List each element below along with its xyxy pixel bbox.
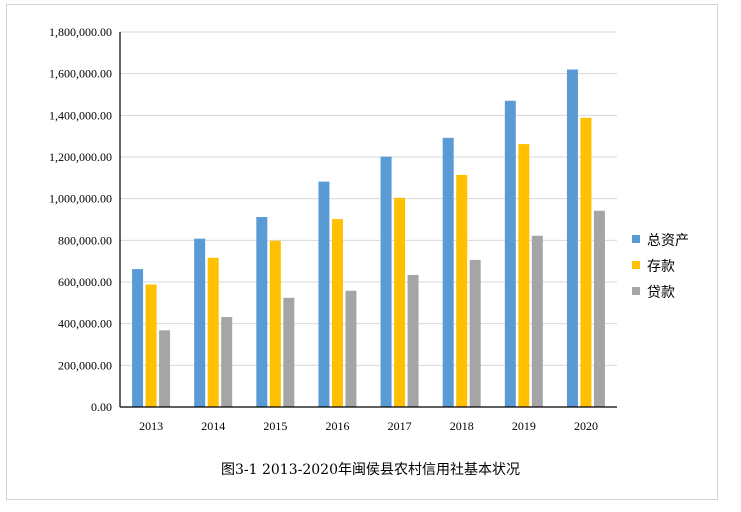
legend-label: 总资产 <box>647 233 689 249</box>
bar-2014-存款 <box>207 257 219 407</box>
bar-2015-存款 <box>269 240 281 407</box>
figure-caption: 图3-1 2013-2020年闽侯县农村信用社基本状况 <box>221 462 520 478</box>
bar-2019-贷款 <box>531 235 543 407</box>
y-tick-label: 600,000.00 <box>58 275 112 289</box>
y-tick-label: 1,200,000.00 <box>49 150 112 164</box>
legend-swatch <box>632 287 640 295</box>
x-tick-label: 2013 <box>139 419 163 433</box>
bar-2018-总资产 <box>442 137 454 408</box>
bar-2020-贷款 <box>593 210 605 407</box>
x-tick-label: 2016 <box>325 419 349 433</box>
bar-2020-总资产 <box>566 69 578 407</box>
bar-2016-贷款 <box>345 290 357 407</box>
x-tick-label: 2019 <box>512 419 536 433</box>
bar-2019-总资产 <box>504 100 516 407</box>
y-tick-label: 1,600,000.00 <box>49 67 112 81</box>
legend-swatch <box>632 235 640 243</box>
y-tick-label: 0.00 <box>91 400 112 414</box>
bar-2019-存款 <box>518 144 530 408</box>
bar-2016-总资产 <box>318 181 330 407</box>
bar-2013-总资产 <box>132 269 144 407</box>
bar-2017-总资产 <box>380 156 392 407</box>
legend-label: 贷款 <box>647 285 675 301</box>
bars <box>132 69 605 408</box>
x-tick-label: 2015 <box>263 419 287 433</box>
y-tick-labels: 0.00 200,000.00 400,000.00 600,000.00 800,00… <box>49 25 112 414</box>
bar-2017-存款 <box>394 197 406 407</box>
x-tick-labels: 2013 2014 2015 2016 2017 2018 2019 2020 <box>139 419 598 433</box>
x-tick-label: 2014 <box>201 419 225 433</box>
chart-frame <box>6 4 718 500</box>
bar-2016-存款 <box>331 219 343 407</box>
y-tick-label: 400,000.00 <box>58 317 112 331</box>
legend-label: 存款 <box>647 259 675 275</box>
axes <box>119 32 617 408</box>
bar-2015-总资产 <box>256 217 268 407</box>
y-tick-label: 200,000.00 <box>58 358 112 372</box>
x-tick-label: 2020 <box>574 419 598 433</box>
bar-2013-存款 <box>145 284 157 407</box>
y-tick-label: 1,800,000.00 <box>49 25 112 39</box>
y-tick-label: 800,000.00 <box>58 233 112 247</box>
y-tick-label: 1,400,000.00 <box>49 108 112 122</box>
bar-2015-贷款 <box>283 297 295 407</box>
x-tick-label: 2017 <box>388 419 412 433</box>
bar-2017-贷款 <box>407 274 419 407</box>
y-tick-label: 1,000,000.00 <box>49 192 112 206</box>
bar-2020-存款 <box>580 117 592 407</box>
bar-2018-贷款 <box>469 259 481 407</box>
bar-2014-总资产 <box>194 238 206 407</box>
bar-2013-贷款 <box>159 330 171 407</box>
bar-2018-存款 <box>456 174 468 407</box>
bar-2014-贷款 <box>221 317 233 407</box>
legend-swatch <box>632 261 640 269</box>
x-tick-label: 2018 <box>450 419 474 433</box>
